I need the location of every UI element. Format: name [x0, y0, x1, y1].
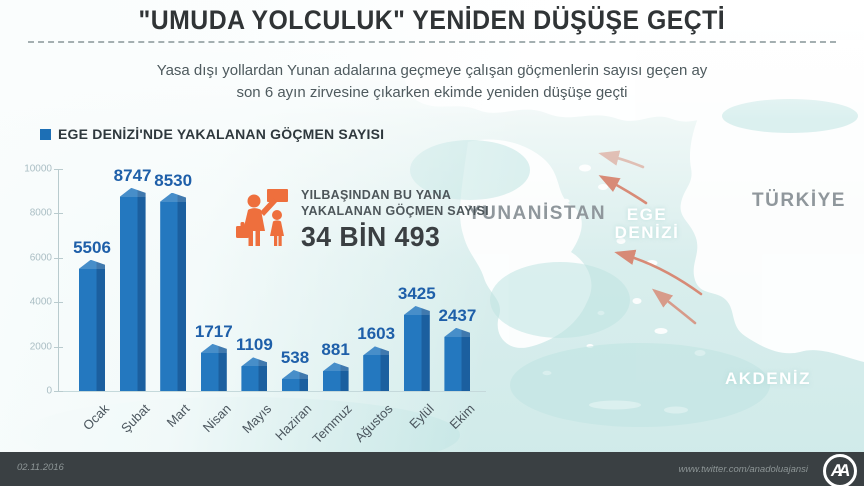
y-tick-label: 10000 — [24, 163, 52, 175]
annotation-line-2: YAKALANAN GÖÇMEN SAYISI — [301, 203, 489, 218]
bar-value-label: 1603 — [357, 324, 396, 344]
x-axis-label-ocak: Ocak — [79, 401, 112, 434]
x-axis-label-mayıs: Mayıs — [238, 401, 275, 437]
y-tick-label: 8000 — [29, 207, 52, 219]
footer-date: 02.11.2016 — [17, 462, 64, 473]
x-axis-label-eylül: Eylül — [405, 401, 437, 432]
aa-logo-text: AA — [829, 461, 848, 480]
bar-value-label: 1109 — [235, 335, 273, 355]
bar-mart — [160, 192, 187, 391]
dashed-divider — [28, 41, 836, 43]
chart-legend: EGE DENİZİ'NDE YAKALANAN GÖÇMEN SAYISI — [40, 126, 384, 142]
annotation-line-1: YILBAŞINDAN BU YANA — [301, 188, 452, 202]
y-tick-label: 4000 — [29, 296, 52, 308]
anadolu-agency-logo: AA — [823, 454, 857, 486]
legend-swatch — [40, 128, 51, 140]
bar-value-label: 538 — [280, 348, 310, 368]
y-tick — [54, 346, 63, 348]
legend-label: EGE DENİZİ'NDE YAKALANAN GÖÇMEN SAYISI — [58, 126, 385, 142]
footer-twitter-url: www.twitter.com/anadoluajansi — [678, 464, 808, 475]
subtitle-line-1: Yasa dışı yollardan Yunan adalarına geçm… — [156, 62, 708, 79]
migrant-family-icon — [236, 189, 288, 246]
bar-ocak — [79, 259, 105, 391]
x-axis-label-nisan: Nisan — [199, 401, 234, 436]
map-label-ege: EGE — [626, 205, 668, 224]
bar-value-label: 8747 — [113, 165, 152, 185]
x-axis-label-mart: Mart — [163, 401, 193, 430]
y-tick — [54, 302, 63, 304]
x-axis-label-ekim: Ekim — [445, 401, 478, 433]
bar-value-label: 1717 — [194, 321, 233, 341]
map-label-türki̇ye: TÜRKİYE — [752, 190, 846, 211]
y-tick-label: 2000 — [29, 341, 52, 353]
map-label-akdeni̇z: AKDENİZ — [724, 369, 812, 388]
x-axis-label-ağustos: Ağustos — [351, 401, 396, 445]
y-axis-line — [58, 169, 59, 391]
bar-value-label: 8530 — [154, 170, 193, 190]
x-axis-label-şubat: Şubat — [117, 401, 153, 436]
x-axis-label-haziran: Haziran — [272, 401, 315, 444]
map-label-deni̇zi̇: DENİZİ — [614, 223, 680, 242]
bar-value-label: 3425 — [397, 283, 436, 303]
bar-value-label: 5506 — [73, 237, 111, 257]
bar-nisan — [200, 343, 227, 391]
y-tick — [54, 169, 63, 170]
bar-value-label: 881 — [321, 340, 350, 360]
map-label-yunani̇stan: YUNANİSTAN — [467, 203, 607, 224]
x-axis-label-temmuz: Temmuz — [309, 401, 356, 447]
page-title: "UMUDA YOLCULUK" YENİDEN DÜŞÜŞE GEÇTİ — [138, 5, 726, 35]
bar-ağustos — [363, 346, 390, 391]
bar-ekim — [444, 327, 471, 391]
footer-bar: 02.11.2016 www.twitter.com/anadoluajansi… — [0, 452, 864, 486]
bar-şubat — [119, 187, 146, 391]
bar-haziran — [282, 370, 308, 391]
y-tick-label: 6000 — [29, 252, 52, 264]
bar-eylül — [403, 305, 430, 391]
subtitle: Yasa dışı yollardan Yunan adalarına geçm… — [62, 60, 802, 104]
y-tick — [54, 391, 63, 392]
subtitle-line-2: son 6 ayın zirvesine çıkarken ekimde yen… — [236, 84, 628, 101]
x-axis-line — [58, 391, 486, 392]
total-annotation: YILBAŞINDAN BU YANA YAKALANAN GÖÇMEN SAY… — [236, 188, 489, 253]
y-tick-label: 0 — [46, 385, 52, 397]
y-tick — [54, 213, 63, 215]
annotation-total: 34 BİN 493 — [301, 221, 441, 252]
y-tick — [54, 257, 63, 259]
bar-value-label: 2437 — [438, 305, 477, 325]
